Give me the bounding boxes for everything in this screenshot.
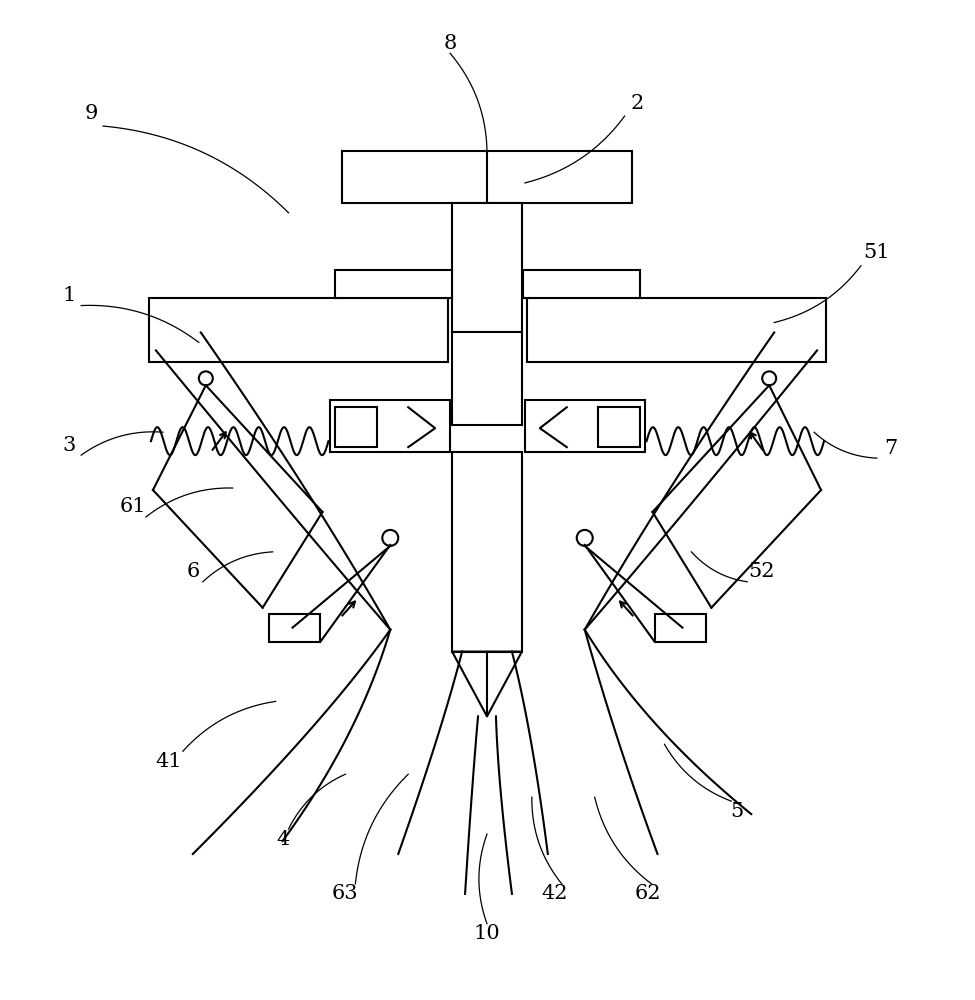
Bar [149, 298, 449, 362]
Bar [342, 151, 632, 203]
Text: 63: 63 [332, 884, 359, 903]
Text: 6: 6 [186, 562, 200, 581]
Text: 8: 8 [444, 34, 456, 53]
Bar [331, 400, 450, 452]
Bar [335, 270, 452, 298]
Bar [598, 407, 640, 447]
Text: 4: 4 [276, 830, 290, 849]
Text: 42: 42 [541, 884, 568, 903]
Bar [525, 400, 644, 452]
Bar [526, 298, 826, 362]
Text: 62: 62 [635, 884, 661, 903]
Bar [452, 203, 522, 332]
Text: 5: 5 [730, 802, 744, 821]
Bar [452, 332, 522, 425]
Text: 52: 52 [748, 562, 774, 581]
Text: 61: 61 [120, 497, 146, 516]
Text: 7: 7 [884, 439, 897, 458]
Text: 41: 41 [156, 752, 182, 771]
Text: 2: 2 [631, 94, 644, 113]
Text: 9: 9 [85, 104, 98, 123]
Text: 1: 1 [62, 286, 76, 305]
Bar [654, 614, 706, 642]
Text: 3: 3 [62, 436, 76, 455]
Bar [335, 407, 377, 447]
Bar [452, 452, 522, 652]
Text: 10: 10 [474, 924, 500, 943]
Bar [523, 270, 640, 298]
Bar [269, 614, 321, 642]
Text: 51: 51 [864, 243, 890, 262]
